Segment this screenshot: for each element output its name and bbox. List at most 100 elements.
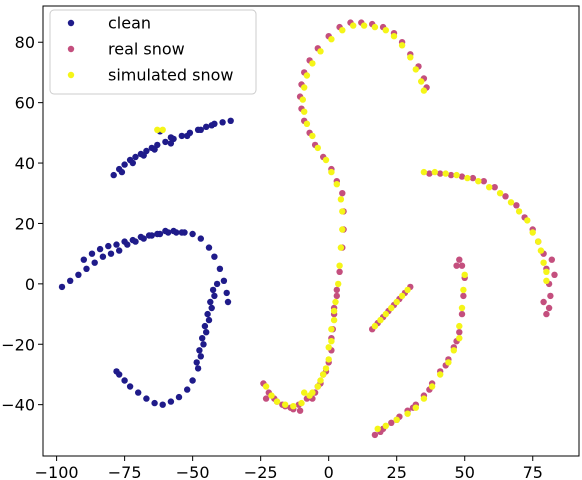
data-point: [543, 277, 550, 284]
data-point: [337, 244, 345, 251]
data-point: [208, 122, 215, 129]
data-point: [537, 247, 545, 254]
data-point: [151, 399, 158, 407]
data-point: [314, 383, 321, 390]
data-point: [336, 262, 343, 269]
data-point: [418, 78, 425, 85]
data-point: [197, 235, 204, 242]
x-tick-label: −25: [244, 463, 278, 480]
data-point: [224, 298, 232, 306]
data-point: [162, 227, 169, 235]
legend-box: [49, 9, 257, 95]
data-point: [200, 341, 207, 348]
x-tick-label: 75: [523, 463, 543, 480]
data-point: [113, 241, 120, 248]
data-point: [107, 250, 115, 257]
data-point: [371, 431, 379, 439]
data-point: [121, 161, 128, 168]
x-tick-label: −75: [108, 463, 142, 480]
data-point: [199, 335, 206, 342]
data-point: [496, 190, 504, 197]
data-point: [412, 404, 419, 411]
data-point: [151, 146, 158, 153]
data-point: [184, 386, 191, 393]
y-tick-label: 40: [15, 154, 35, 173]
data-point: [197, 353, 204, 360]
data-point: [458, 304, 466, 312]
data-point: [543, 310, 550, 318]
data-point: [382, 27, 389, 34]
data-point: [216, 265, 224, 272]
data-point: [502, 193, 509, 200]
data-point: [325, 344, 332, 351]
data-point: [460, 286, 467, 294]
data-point: [209, 286, 217, 294]
data-point: [96, 245, 104, 253]
data-point: [309, 132, 316, 140]
data-point: [121, 238, 128, 245]
data-point: [262, 395, 270, 402]
legend: clean real snow simulated snow: [49, 9, 257, 95]
data-point: [143, 395, 150, 402]
data-point: [178, 132, 185, 140]
legend-label: clean: [108, 14, 151, 33]
data-point: [350, 22, 357, 29]
data-point: [458, 173, 466, 180]
series-2: [154, 22, 550, 432]
data-point: [328, 326, 335, 333]
data-point: [227, 117, 234, 125]
data-point: [301, 84, 308, 91]
data-point: [328, 36, 335, 43]
data-point: [404, 286, 411, 294]
data-point: [223, 289, 230, 297]
data-point: [203, 329, 210, 336]
data-point: [178, 229, 185, 236]
legend-label: real snow: [108, 40, 185, 59]
data-point: [420, 87, 428, 94]
data-point: [137, 233, 145, 241]
data-point: [118, 168, 126, 176]
data-point: [437, 170, 444, 177]
data-point: [333, 292, 340, 300]
data-point: [322, 156, 330, 164]
data-point: [196, 347, 203, 354]
data-point: [205, 316, 213, 324]
data-point: [154, 126, 161, 133]
data-point: [145, 232, 153, 239]
data-point: [398, 42, 406, 49]
data-point: [540, 298, 547, 306]
data-point: [339, 27, 346, 34]
data-point: [339, 190, 346, 197]
data-point: [262, 383, 270, 390]
data-point: [170, 227, 177, 235]
data-point: [328, 338, 335, 345]
data-point: [360, 22, 368, 29]
data-point: [91, 259, 98, 266]
data-point: [220, 277, 228, 284]
data-point: [456, 322, 463, 330]
data-point: [336, 268, 343, 275]
data-point: [301, 389, 308, 396]
data-point: [193, 359, 200, 366]
data-point: [332, 298, 339, 306]
data-point: [450, 347, 457, 354]
data-point: [126, 383, 134, 390]
legend-label: simulated snow: [108, 66, 233, 85]
data-point: [330, 316, 338, 324]
x-tick-label: 25: [387, 463, 407, 480]
data-point: [543, 268, 550, 275]
data-point: [67, 277, 74, 284]
data-point: [121, 377, 128, 384]
data-point: [175, 393, 183, 401]
data-point: [75, 271, 82, 278]
data-point: [551, 271, 558, 278]
y-axis: −40 −20 0 20 40 60 80: [1, 33, 43, 415]
data-point: [135, 389, 142, 396]
data-point: [99, 253, 107, 260]
data-point: [393, 416, 400, 423]
data-point: [189, 230, 196, 238]
data-point: [371, 23, 379, 31]
data-point: [407, 54, 414, 61]
data-point: [456, 329, 463, 336]
